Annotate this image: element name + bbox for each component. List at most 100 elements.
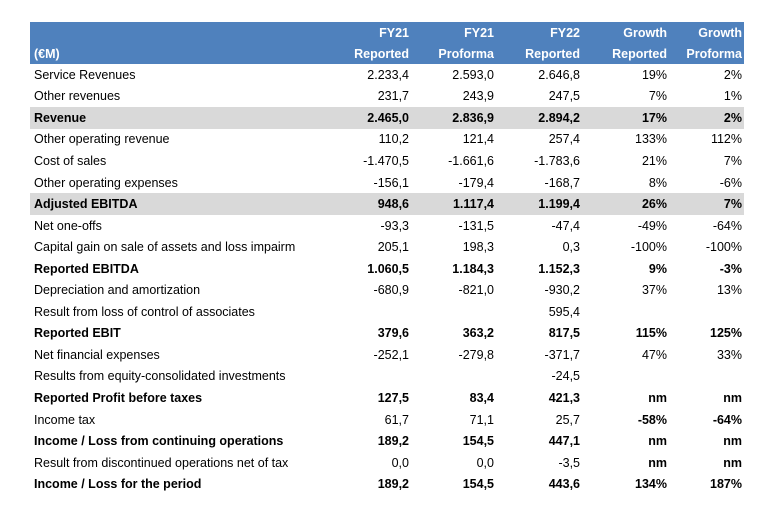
table-cell: -58%	[637, 412, 667, 427]
header-row: FY21 FY21 FY22 Growth Growth	[30, 22, 744, 43]
row-label: Other revenues	[34, 89, 121, 104]
table-cell: 2.836,9	[452, 110, 494, 125]
table-cell	[325, 366, 411, 388]
table-cell: 379,6	[377, 326, 409, 341]
row-label: Income / Loss for the period	[34, 477, 202, 492]
header-cell: Reported	[496, 43, 582, 64]
table-cell: 187%	[710, 477, 742, 492]
table-cell: 9%	[648, 261, 667, 276]
table-cell: 1%	[723, 89, 742, 104]
table-cell: 205,1	[377, 240, 409, 255]
table-cell: -47,4	[551, 218, 581, 233]
table-cell: 198,3	[462, 240, 494, 255]
table-cell: 8%	[648, 175, 667, 190]
table-cell: -64%	[712, 218, 742, 233]
table-row: Revenue 2.465,0 2.836,9 2.894,2 17% 2%	[30, 107, 744, 129]
table-cell: 2%	[723, 110, 742, 125]
table-cell: 25,7	[555, 412, 580, 427]
table-cell: nm	[648, 390, 667, 405]
table-cell: 7%	[648, 89, 667, 104]
header-cell: FY22	[496, 22, 582, 43]
table-row: Depreciation and amortization -680,9 -821,…	[30, 279, 744, 301]
table-row: Reported EBIT 379,6 363,2 817,5 115% 125%	[30, 323, 744, 345]
table-cell: nm	[723, 390, 742, 405]
table-cell: -3%	[719, 261, 742, 276]
table-cell: -1.783,6	[534, 153, 580, 168]
table-cell: 7%	[723, 153, 742, 168]
row-label: Service Revenues	[34, 67, 136, 82]
table-cell: -168,7	[544, 175, 580, 190]
table-cell	[582, 301, 669, 323]
row-label: Income / Loss from continuing operations	[34, 434, 284, 449]
table-cell: 154,5	[462, 434, 494, 449]
table-cell: 125%	[710, 326, 742, 341]
table-cell: 817,5	[548, 326, 580, 341]
table-cell: 127,5	[377, 390, 409, 405]
table-cell: 189,2	[377, 477, 409, 492]
table-cell: -49%	[637, 218, 667, 233]
header-row: (€M) Reported Proforma Reported Reported Prof…	[30, 43, 744, 64]
table-row: Net one-offs -93,3 -131,5 -47,4 -49% -64%	[30, 215, 744, 237]
row-label: Result from loss of control of associate…	[34, 304, 255, 319]
table-cell: 2.894,2	[538, 110, 580, 125]
table-cell: 47%	[641, 347, 667, 362]
table-cell: nm	[723, 455, 742, 470]
table-cell: 2.233,4	[367, 67, 409, 82]
table-cell: 443,6	[548, 477, 580, 492]
table-row: Result from loss of control of associate…	[30, 301, 744, 323]
table-cell: -930,2	[544, 283, 580, 298]
table-cell: -1.661,6	[448, 153, 494, 168]
header-cell: Reported	[582, 43, 669, 64]
header-cell: Reported	[325, 43, 411, 64]
header-cell: (€M)	[30, 43, 325, 64]
table-cell	[669, 366, 744, 388]
header-cell: Growth	[669, 22, 744, 43]
table-cell: 71,1	[469, 412, 494, 427]
table-cell: 154,5	[462, 477, 494, 492]
table-cell: 37%	[641, 283, 667, 298]
table-cell: -821,0	[458, 283, 494, 298]
table-cell: 83,4	[469, 390, 494, 405]
row-label: Depreciation and amortization	[34, 283, 201, 298]
table-cell: nm	[723, 434, 742, 449]
table-cell: 26%	[641, 197, 667, 212]
table-cell: nm	[648, 455, 667, 470]
financial-table: FY21 FY21 FY22 Growth Growth (€M) Reported Prof…	[30, 22, 744, 495]
table-cell: 231,7	[377, 89, 409, 104]
table-row: Reported EBITDA 1.060,5 1.184,3 1.152,3 9% -3…	[30, 258, 744, 280]
row-label: Reported EBITDA	[34, 261, 139, 276]
table-cell: 13%	[716, 283, 742, 298]
table-cell: 17%	[641, 110, 667, 125]
table-cell: -3,5	[558, 455, 580, 470]
table-row: Adjusted EBITDA 948,6 1.117,4 1.199,4 26% 7%	[30, 193, 744, 215]
table-row: Cost of sales -1.470,5 -1.661,6 -1.783,6 21%…	[30, 150, 744, 172]
table-body: Service Revenues 2.233,4 2.593,0 2.646,8 19%…	[30, 64, 744, 495]
header-cell: FY21	[411, 22, 496, 43]
table-row: Reported Profit before taxes 127,5 83,4 421…	[30, 387, 744, 409]
table-header: FY21 FY21 FY22 Growth Growth (€M) Reported Prof…	[30, 22, 744, 64]
header-cell: Growth	[582, 22, 669, 43]
table-row: Other operating expenses -156,1 -179,4 -168…	[30, 172, 744, 194]
table-cell: -279,8	[458, 347, 494, 362]
table-cell: 2.646,8	[538, 67, 580, 82]
table-cell: -24,5	[551, 369, 581, 384]
table-row: Capital gain on sale of assets and loss …	[30, 236, 744, 258]
table-cell: 2%	[723, 67, 742, 82]
table-cell	[325, 301, 411, 323]
table-row: Income / Loss from continuing operations…	[30, 430, 744, 452]
table-cell: -100%	[705, 240, 742, 255]
row-label: Net one-offs	[34, 218, 102, 233]
table-cell	[582, 366, 669, 388]
table-cell: 0,0	[476, 455, 494, 470]
table-cell: 189,2	[377, 434, 409, 449]
row-label: Adjusted EBITDA	[34, 197, 138, 212]
table-cell: 61,7	[384, 412, 409, 427]
table-cell: -100%	[630, 240, 667, 255]
row-label: Other operating expenses	[34, 175, 178, 190]
table-cell: 134%	[635, 477, 667, 492]
row-label: Results from equity-consolidated investm…	[34, 369, 286, 384]
table-cell: 133%	[635, 132, 667, 147]
row-label: Revenue	[34, 110, 87, 125]
table-row: Income / Loss for the period 189,2 154,5 44…	[30, 473, 744, 495]
row-label: Income tax	[34, 412, 96, 427]
